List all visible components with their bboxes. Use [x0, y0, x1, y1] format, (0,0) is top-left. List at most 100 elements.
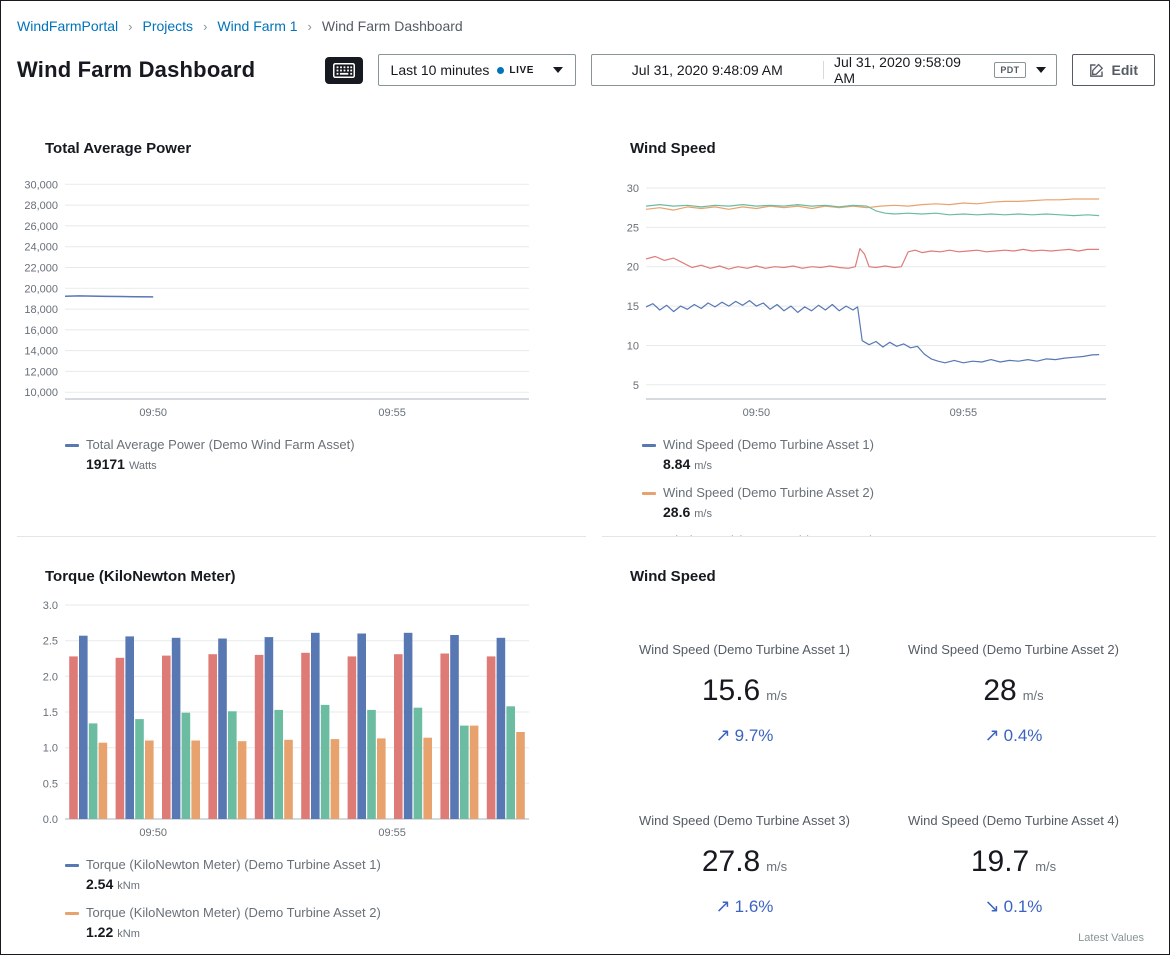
time-range-select[interactable]: Last 10 minutes LIVE	[378, 54, 576, 86]
edit-button-label: Edit	[1112, 62, 1138, 78]
trend-up-icon: ↗	[985, 725, 1000, 745]
end-date-value: Jul 31, 2020 9:58:09 AM	[834, 54, 984, 86]
panel-title: Torque (KiloNewton Meter)	[17, 552, 586, 585]
live-dot-icon	[497, 67, 504, 74]
svg-text:12,000: 12,000	[24, 366, 58, 378]
kpi-wind-speed-asset-3: Wind Speed (Demo Turbine Asset 3) 27.8 m/…	[610, 812, 879, 917]
breadcrumb: WindFarmPortal › Projects › Wind Farm 1 …	[1, 1, 1169, 34]
legend-value: 2.54	[86, 876, 113, 892]
legend-value: 28.6	[663, 504, 690, 520]
torque-chart[interactable]: 0.00.51.01.52.02.53.009:5009:55	[19, 595, 547, 845]
legend-label: Wind Speed (Demo Turbine Asset 3)	[663, 533, 874, 537]
legend-value: 1.22	[86, 924, 113, 940]
svg-text:30: 30	[627, 183, 639, 195]
kpi-label: Wind Speed (Demo Turbine Asset 1)	[610, 641, 879, 658]
kpi-unit: m/s	[1035, 859, 1056, 874]
panel-total-average-power: Total Average Power 10,00012,00014,00016…	[17, 124, 586, 537]
latest-values-caption: Latest Values	[1078, 932, 1144, 944]
legend-label: Total Average Power (Demo Wind Farm Asse…	[86, 437, 355, 453]
kpi-value: 19.7	[971, 845, 1029, 878]
breadcrumb-link-portal[interactable]: WindFarmPortal	[17, 18, 118, 34]
legend-value: 8.84	[663, 456, 690, 472]
legend-label: Torque (KiloNewton Meter) (Demo Turbine …	[86, 857, 381, 873]
legend-unit: m/s	[694, 460, 712, 472]
kpi-unit: m/s	[766, 859, 787, 874]
kpi-label: Wind Speed (Demo Turbine Asset 3)	[610, 812, 879, 829]
series-color-dash	[65, 864, 79, 867]
chevron-down-icon	[553, 67, 563, 73]
chart-legend: Wind Speed (Demo Turbine Asset 1) 8.84 m/…	[642, 437, 1156, 537]
svg-text:2.5: 2.5	[43, 636, 58, 648]
start-date-button[interactable]: Jul 31, 2020 9:48:09 AM	[592, 62, 824, 78]
legend-label: Wind Speed (Demo Turbine Asset 1)	[663, 437, 874, 453]
svg-text:0.5: 0.5	[43, 778, 58, 790]
kpi-trend-value: 9.7%	[735, 726, 774, 745]
wind-speed-chart[interactable]: 5101520253009:5009:55	[610, 167, 1120, 425]
svg-text:3.0: 3.0	[43, 600, 58, 612]
series-color-dash	[642, 444, 656, 447]
svg-text:1.0: 1.0	[43, 743, 58, 755]
svg-text:10,000: 10,000	[24, 387, 58, 399]
legend-item: Wind Speed (Demo Turbine Asset 1) 8.84 m/…	[642, 437, 1156, 475]
svg-text:30,000: 30,000	[24, 179, 58, 191]
kpi-trend-value: 1.6%	[735, 897, 774, 916]
series-color-dash	[642, 492, 656, 495]
legend-unit: kNm	[117, 880, 140, 892]
svg-text:15: 15	[627, 301, 639, 313]
svg-text:20: 20	[627, 262, 639, 274]
keyboard-icon	[333, 63, 355, 78]
panel-title: Wind Speed	[602, 124, 1156, 157]
kpi-trend-value: 0.1%	[1004, 897, 1043, 916]
svg-text:10: 10	[627, 341, 639, 353]
svg-text:24,000: 24,000	[24, 242, 58, 254]
kpi-value: 27.8	[702, 845, 760, 878]
kpi-wind-speed-asset-2: Wind Speed (Demo Turbine Asset 2) 28m/s …	[879, 641, 1148, 746]
chevron-down-icon	[1036, 67, 1046, 73]
legend-item: Total Average Power (Demo Wind Farm Asse…	[65, 437, 586, 475]
legend-unit: kNm	[117, 928, 140, 940]
pencil-icon	[1089, 63, 1104, 78]
svg-text:22,000: 22,000	[24, 263, 58, 275]
keyboard-shortcuts-button[interactable]	[325, 57, 363, 84]
chevron-right-icon: ›	[128, 19, 132, 34]
svg-text:09:55: 09:55	[378, 827, 406, 839]
end-date-button[interactable]: Jul 31, 2020 9:58:09 AM PDT	[824, 54, 1056, 86]
total-average-power-chart[interactable]: 10,00012,00014,00016,00018,00020,00022,0…	[19, 167, 547, 425]
svg-text:26,000: 26,000	[24, 221, 58, 233]
series-color-dash	[65, 444, 79, 447]
trend-up-icon: ↗	[716, 896, 731, 916]
svg-text:5: 5	[633, 380, 639, 392]
svg-text:09:55: 09:55	[378, 407, 406, 419]
kpi-trend-value: 0.4%	[1004, 726, 1043, 745]
timezone-badge: PDT	[994, 62, 1025, 78]
kpi-unit: m/s	[766, 688, 787, 703]
page-title: Wind Farm Dashboard	[17, 57, 255, 83]
live-indicator: LIVE	[497, 65, 534, 76]
legend-value: 19171	[86, 456, 125, 472]
legend-item: Wind Speed (Demo Turbine Asset 2) 28.6m/…	[642, 485, 1156, 523]
kpi-grid: Wind Speed (Demo Turbine Asset 1) 15.6m/…	[602, 641, 1156, 917]
chart-legend: Torque (KiloNewton Meter) (Demo Turbine …	[65, 857, 586, 952]
dashboard-header: Wind Farm Dashboard Last 10 minutes LIVE…	[1, 34, 1169, 86]
svg-text:09:50: 09:50	[139, 407, 167, 419]
kpi-wind-speed-asset-4: Wind Speed (Demo Turbine Asset 4) 19.7m/…	[879, 812, 1148, 917]
panel-title: Wind Speed	[602, 552, 1156, 585]
chevron-right-icon: ›	[203, 19, 207, 34]
chevron-right-icon: ›	[308, 19, 312, 34]
kpi-wind-speed-asset-1: Wind Speed (Demo Turbine Asset 1) 15.6m/…	[610, 641, 879, 746]
legend-item: Wind Speed (Demo Turbine Asset 3)	[642, 533, 1156, 537]
breadcrumb-link-wind-farm-1[interactable]: Wind Farm 1	[217, 18, 297, 34]
svg-text:1.5: 1.5	[43, 707, 58, 719]
trend-down-icon: ↘	[985, 896, 1000, 916]
kpi-unit: m/s	[1023, 688, 1044, 703]
trend-up-icon: ↗	[716, 725, 731, 745]
date-range-picker[interactable]: Jul 31, 2020 9:48:09 AM Jul 31, 2020 9:5…	[591, 54, 1057, 86]
legend-label: Wind Speed (Demo Turbine Asset 2)	[663, 485, 874, 501]
breadcrumb-link-projects[interactable]: Projects	[142, 18, 193, 34]
svg-text:0.0: 0.0	[43, 814, 58, 826]
edit-button[interactable]: Edit	[1072, 54, 1155, 86]
panel-title: Total Average Power	[17, 124, 586, 157]
svg-text:09:55: 09:55	[950, 407, 978, 419]
svg-text:2.0: 2.0	[43, 671, 58, 683]
header-controls: Last 10 minutes LIVE Jul 31, 2020 9:48:0…	[325, 54, 1155, 86]
